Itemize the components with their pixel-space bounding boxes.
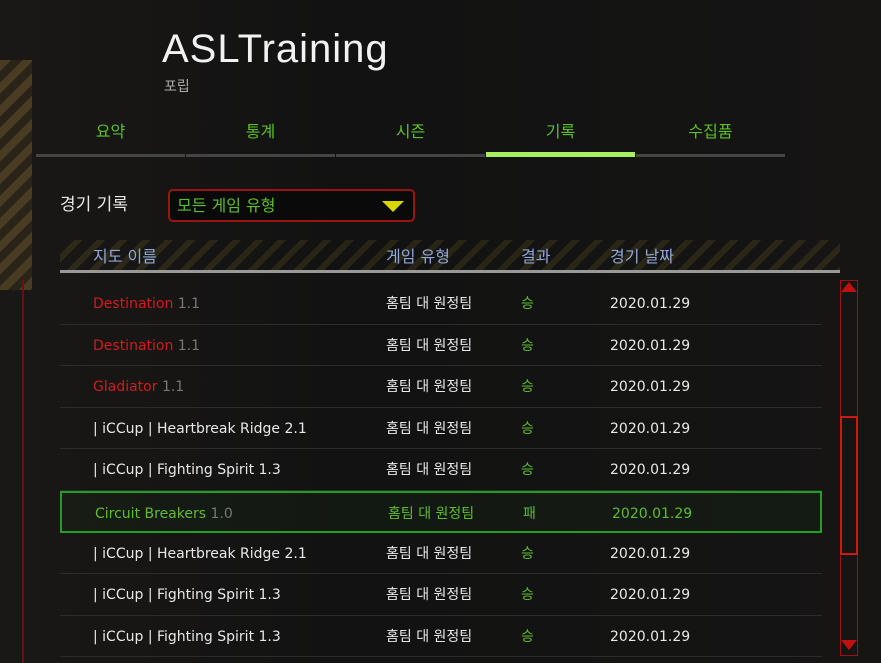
- table-header: 지도 이름 게임 유형 결과 경기 날짜: [60, 240, 840, 273]
- map-name: | iCCup | Fighting Spirit 1.3: [93, 586, 378, 604]
- result: 승: [521, 420, 534, 437]
- table-row[interactable]: | iCCup | Heartbreak Ridge 2.1 홈팀 대 원정팀 승…: [60, 533, 822, 575]
- table-row[interactable]: Circuit Breakers 1.0 홈팀 대 원정팀 패 2020.01.29: [60, 490, 822, 533]
- match-date: 2020.01.29: [612, 505, 693, 522]
- match-date: 2020.01.29: [610, 420, 691, 437]
- select-value: 모든 게임 유형: [177, 196, 276, 215]
- table-row[interactable]: Gladiator 1.1 홈팀 대 원정팀 승 2020.01.29: [60, 366, 822, 408]
- game-type: 홈팀 대 원정팀: [386, 545, 473, 562]
- game-type-select[interactable]: 모든 게임 유형: [168, 189, 415, 222]
- map-name: | iCCup | Heartbreak Ridge 2.1: [93, 545, 378, 563]
- match-date: 2020.01.29: [610, 587, 691, 604]
- game-type: 홈팀 대 원정팀: [386, 462, 473, 479]
- result: 승: [521, 379, 534, 396]
- map-title: | iCCup | Fighting Spirit 1.3: [93, 628, 281, 645]
- map-name: | iCCup | Fighting Spirit 1.3: [93, 628, 378, 646]
- column-header-date[interactable]: 경기 날짜: [610, 247, 674, 266]
- tab-0[interactable]: 요약: [36, 122, 185, 157]
- match-date: 2020.01.29: [610, 462, 691, 479]
- tab-2[interactable]: 시즌: [336, 122, 485, 157]
- map-title: Gladiator: [93, 379, 158, 396]
- tab-1[interactable]: 통계: [186, 122, 335, 157]
- map-name: Circuit Breakers 1.0: [95, 505, 380, 523]
- result: 승: [521, 587, 534, 604]
- decorative-line: [22, 280, 24, 663]
- map-title: | iCCup | Fighting Spirit 1.3: [93, 587, 281, 604]
- match-date: 2020.01.29: [610, 628, 691, 645]
- decorative-panel: [0, 60, 32, 290]
- map-name: Gladiator 1.1: [93, 378, 378, 396]
- filter-label: 경기 기록: [60, 195, 128, 215]
- column-header-result[interactable]: 결과: [521, 247, 551, 266]
- result: 승: [521, 296, 534, 312]
- map-name: | iCCup | Fighting Spirit 1.3: [93, 461, 378, 479]
- map-title: | iCCup | Heartbreak Ridge 2.1: [93, 420, 307, 437]
- result: 승: [521, 545, 534, 562]
- map-title: | iCCup | Heartbreak Ridge 2.1: [93, 545, 307, 562]
- table-row[interactable]: Destination 1.1 홈팀 대 원정팀 승 2020.01.29: [60, 325, 822, 367]
- tab-3[interactable]: 기록: [486, 122, 635, 157]
- tab-4[interactable]: 수집품: [636, 122, 785, 157]
- page-title: ASLTraining: [162, 27, 389, 71]
- table-row[interactable]: | iCCup | Fighting Spirit 1.3 홈팀 대 원정팀 승 2…: [60, 449, 822, 491]
- match-date: 2020.01.29: [610, 379, 691, 396]
- game-type: 홈팀 대 원정팀: [386, 628, 473, 645]
- result: 승: [521, 462, 534, 479]
- map-title: | iCCup | Fighting Spirit 1.3: [93, 462, 281, 479]
- table-row[interactable]: | iCCup | Fighting Spirit 1.3 홈팀 대 원정팀 승 2…: [60, 574, 822, 616]
- game-type: 홈팀 대 원정팀: [386, 420, 473, 437]
- map-title: Destination: [93, 337, 174, 354]
- game-type: 홈팀 대 원정팀: [386, 337, 473, 354]
- column-header-type[interactable]: 게임 유형: [386, 247, 450, 266]
- game-type: 홈팀 대 원정팀: [386, 587, 473, 604]
- scrollbar-thumb[interactable]: [840, 416, 858, 555]
- game-type: 홈팀 대 원정팀: [386, 379, 473, 396]
- map-version: 1.1: [177, 337, 201, 354]
- result: 패: [523, 505, 536, 522]
- table-row[interactable]: Destination 1.1 홈팀 대 원정팀 승 2020.01.29: [60, 283, 822, 325]
- table-row[interactable]: | iCCup | Fighting Spirit 1.3 홈팀 대 원정팀 승 2…: [60, 616, 822, 658]
- tab-bar: 요약 통계 시즌 기록 수집품: [36, 122, 786, 157]
- game-type: 홈팀 대 원정팀: [388, 505, 475, 522]
- map-name: Destination 1.1: [93, 337, 378, 355]
- table-row[interactable]: | iCCup | Heartbreak Ridge 2.1 홈팀 대 원정팀 승…: [60, 408, 822, 450]
- map-title: Circuit Breakers: [95, 505, 207, 522]
- scroll-down-icon[interactable]: [841, 640, 857, 650]
- match-date: 2020.01.29: [610, 545, 691, 562]
- map-version: 1.1: [177, 296, 201, 312]
- dropdown-arrow-icon: [382, 201, 404, 212]
- scroll-up-icon[interactable]: [841, 282, 857, 292]
- map-title: Destination: [93, 296, 174, 312]
- column-header-map[interactable]: 지도 이름: [93, 247, 157, 266]
- map-version: 1.0: [210, 505, 233, 522]
- map-name: | iCCup | Heartbreak Ridge 2.1: [93, 420, 378, 438]
- result: 승: [521, 628, 534, 645]
- match-date: 2020.01.29: [610, 337, 691, 354]
- result: 승: [521, 337, 534, 354]
- match-date: 2020.01.29: [610, 296, 691, 312]
- map-version: 1.1: [161, 379, 185, 396]
- game-type: 홈팀 대 원정팀: [386, 296, 473, 312]
- map-name: Destination 1.1: [93, 295, 378, 313]
- page-subtitle: 포립: [164, 79, 190, 95]
- match-list: Destination 1.1 홈팀 대 원정팀 승 2020.01.29 Destin…: [60, 283, 822, 658]
